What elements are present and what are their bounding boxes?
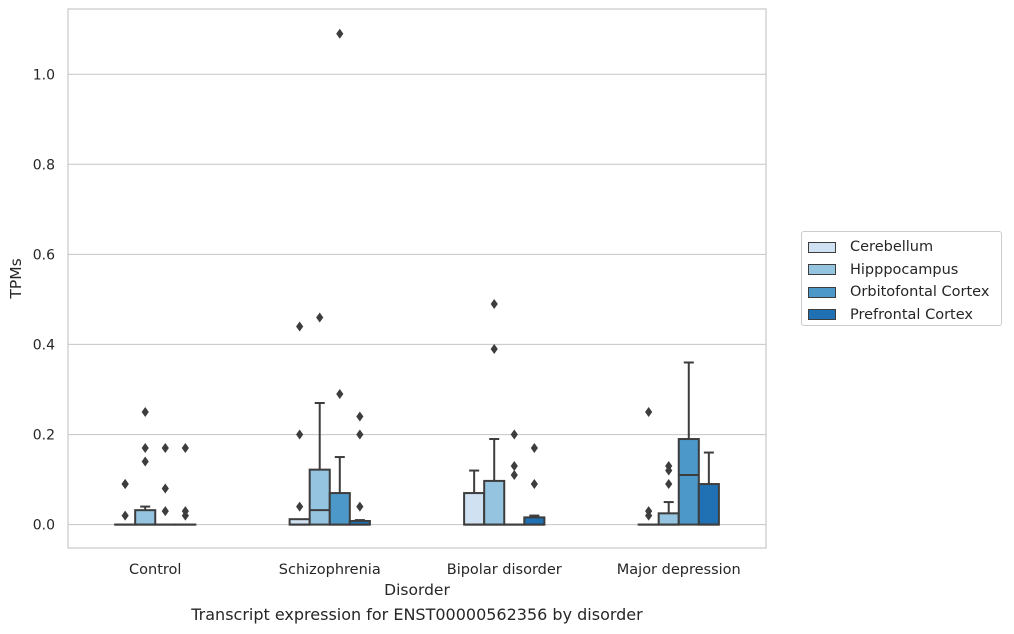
chart-caption: Transcript expression for ENST0000056235… xyxy=(191,605,643,624)
outlier-point xyxy=(645,506,653,517)
y-tick-label: 0.2 xyxy=(33,428,55,444)
outlier-point xyxy=(296,429,304,440)
box-0-1 xyxy=(288,321,311,526)
outlier-point xyxy=(296,501,304,512)
legend-item: Hipppocampus xyxy=(808,259,1001,282)
legend-swatch xyxy=(808,286,836,298)
legend-label: Orbitofontal Cortex xyxy=(850,284,990,301)
outlier-point xyxy=(316,312,324,323)
legend-label: Prefrontal Cortex xyxy=(850,306,973,323)
box-2-1 xyxy=(328,28,351,526)
outlier-point xyxy=(121,510,129,521)
box-1-2 xyxy=(483,298,506,526)
plot-frame xyxy=(67,8,767,549)
box-body xyxy=(463,492,486,526)
x-tick-label: Bipolar disorder xyxy=(447,562,562,578)
box-2-0 xyxy=(154,443,177,526)
box-3-3 xyxy=(697,451,720,526)
y-tick-label: 0.4 xyxy=(33,337,55,353)
x-tick-label: Schizophrenia xyxy=(279,562,381,578)
box-body xyxy=(523,516,546,526)
outlier-point xyxy=(336,389,344,399)
outlier-point xyxy=(510,429,518,440)
outlier-point xyxy=(161,506,169,517)
legend-swatch xyxy=(808,241,836,253)
outlier-point xyxy=(296,321,304,332)
outlier-point xyxy=(336,28,344,39)
outlier-point xyxy=(121,479,129,490)
outlier-point xyxy=(510,470,518,481)
outlier-point xyxy=(161,483,169,494)
box-1-3 xyxy=(657,461,680,526)
x-tick-label: Major depression xyxy=(617,562,741,578)
legend-swatch xyxy=(808,264,836,276)
y-axis-label: TPMs xyxy=(7,258,25,299)
outlier-point xyxy=(645,407,653,418)
legend-item: Cerebellum xyxy=(808,236,1001,259)
y-tick-label: 1.0 xyxy=(33,67,55,83)
box-body xyxy=(134,509,157,526)
y-tick-label: 0.8 xyxy=(33,157,55,173)
box-2-2 xyxy=(503,429,526,526)
outlier-point xyxy=(161,443,169,454)
box-1-0 xyxy=(134,407,157,526)
box-3-2 xyxy=(523,443,546,526)
legend-label: Cerebellum xyxy=(850,239,934,256)
outlier-point xyxy=(356,501,364,512)
outlier-point xyxy=(530,479,538,490)
box-0-2 xyxy=(463,469,486,526)
legend-label: Hipppocampus xyxy=(850,261,959,278)
box-0-0 xyxy=(114,479,137,526)
box-body xyxy=(328,492,351,526)
outlier-point xyxy=(490,298,498,309)
outlier-point xyxy=(181,506,189,517)
outlier-point xyxy=(181,443,189,454)
box-body xyxy=(677,438,700,526)
outlier-point xyxy=(141,456,149,467)
outlier-point xyxy=(530,443,538,454)
box-3-1 xyxy=(348,411,371,526)
legend-item: Prefrontal Cortex xyxy=(808,304,1001,327)
chart-legend: Cerebellum Hipppocampus Orbitofontal Corte… xyxy=(801,231,1002,326)
outlier-point xyxy=(141,407,149,418)
box-body xyxy=(657,512,680,526)
outlier-point xyxy=(141,443,149,454)
box-body xyxy=(697,483,720,526)
box-body xyxy=(483,479,506,526)
outlier-point xyxy=(665,479,673,490)
x-axis-label: Disorder xyxy=(384,581,450,599)
outlier-point xyxy=(490,343,498,354)
legend-item: Orbitofontal Cortex xyxy=(808,281,1001,304)
box-3-0 xyxy=(174,443,197,526)
box-2-3 xyxy=(677,361,700,526)
outlier-point xyxy=(665,461,673,472)
y-tick-label: 0.0 xyxy=(33,518,55,534)
x-tick-label: Control xyxy=(129,562,181,578)
y-tick-label: 0.6 xyxy=(33,247,55,263)
box-body xyxy=(308,468,331,526)
outlier-point xyxy=(356,429,364,440)
legend-swatch xyxy=(808,309,836,321)
outlier-point xyxy=(356,411,364,422)
box-0-3 xyxy=(637,407,660,526)
outlier-point xyxy=(510,461,518,472)
